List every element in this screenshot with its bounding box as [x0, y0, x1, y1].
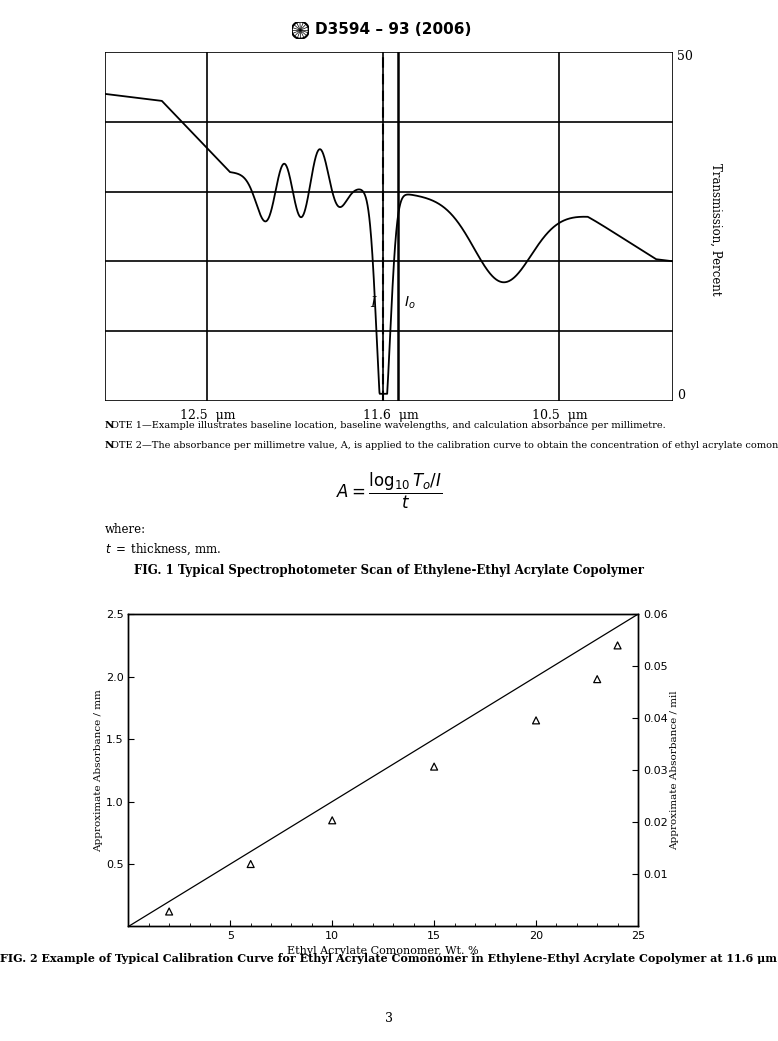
Point [591, 670, 604, 687]
Point [244, 856, 257, 872]
X-axis label: Ethyl Acrylate Comonomer, Wt. %: Ethyl Acrylate Comonomer, Wt. % [287, 945, 479, 956]
Point [428, 758, 440, 775]
Text: 3: 3 [385, 1013, 393, 1025]
Text: $I_o$: $I_o$ [405, 295, 415, 311]
Text: $t\;=\;$thickness, mm.: $t\;=\;$thickness, mm. [105, 541, 221, 557]
Text: 50: 50 [677, 50, 692, 62]
Y-axis label: Approximate Absorbance / mil: Approximate Absorbance / mil [671, 690, 679, 850]
Text: FIG. 2 Example of Typical Calibration Curve for Ethyl Acrylate Comonomer in Ethy: FIG. 2 Example of Typical Calibration Cu… [1, 953, 777, 964]
Text: 11.6  μm: 11.6 μm [363, 409, 419, 422]
Text: N: N [105, 441, 114, 451]
Point [612, 637, 624, 654]
Text: Transmission, Percent: Transmission, Percent [710, 162, 722, 296]
Text: OTE 2—The absorbance per millimetre value, A, is applied to the calibration curv: OTE 2—The absorbance per millimetre valu… [111, 441, 778, 451]
Text: I: I [370, 296, 376, 310]
Point [163, 904, 175, 920]
Text: N: N [105, 421, 114, 430]
Text: 12.5  μm: 12.5 μm [180, 409, 235, 422]
Text: 10.5  μm: 10.5 μm [531, 409, 587, 422]
Text: where:: where: [105, 523, 146, 535]
Text: FIG. 1 Typical Spectrophotometer Scan of Ethylene-Ethyl Acrylate Copolymer: FIG. 1 Typical Spectrophotometer Scan of… [134, 564, 644, 577]
Text: D3594 – 93 (2006): D3594 – 93 (2006) [315, 22, 471, 37]
Text: OTE 1—Example illustrates baseline location, baseline wavelengths, and calculati: OTE 1—Example illustrates baseline locat… [111, 421, 666, 430]
Y-axis label: Approximate Absorbance / mm: Approximate Absorbance / mm [94, 689, 103, 852]
Text: $A = \dfrac{\log_{10} T_o/I}{t}$: $A = \dfrac{\log_{10} T_o/I}{t}$ [336, 471, 442, 511]
Point [530, 712, 542, 729]
Text: 0: 0 [677, 389, 685, 402]
Point [326, 812, 338, 829]
